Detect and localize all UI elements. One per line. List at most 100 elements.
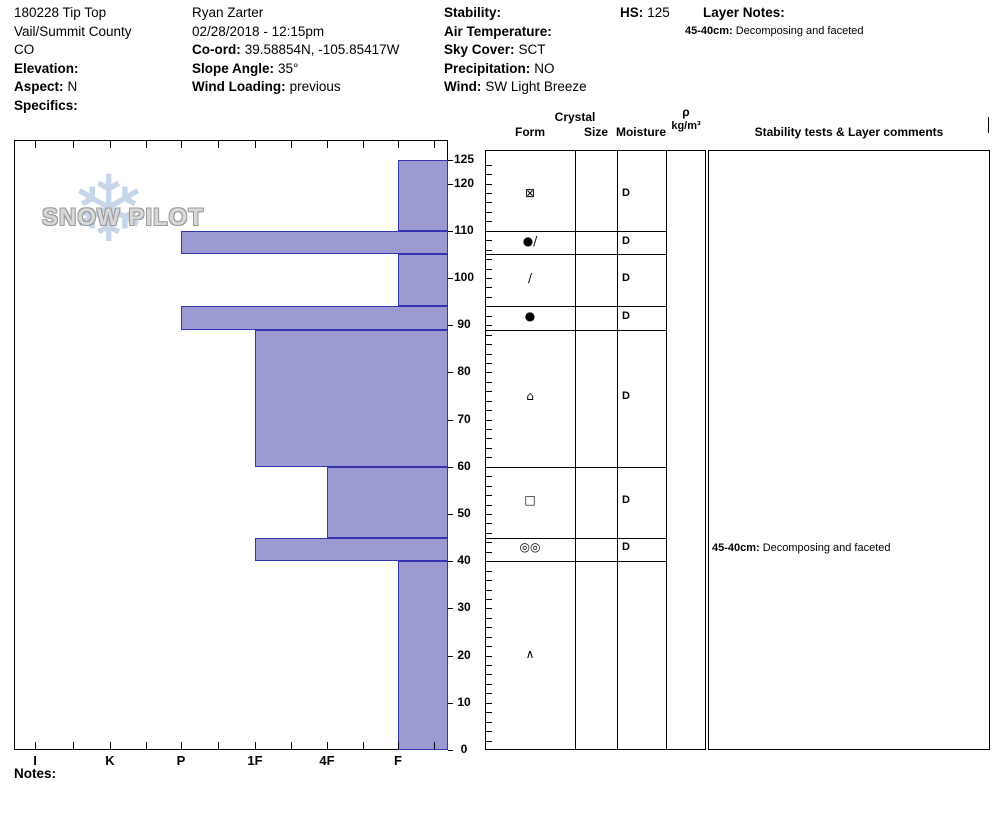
form-depth-tick — [486, 381, 492, 383]
hardness-axis-tick-bottom — [145, 742, 147, 749]
form-depth-tick — [486, 457, 492, 459]
moisture-value: D — [622, 187, 630, 200]
hardness-axis-tick-bottom — [255, 742, 256, 749]
depth-tick-label: 40 — [457, 553, 471, 568]
hardness-axis-tick-bottom — [434, 742, 435, 749]
depth-tick-label: 70 — [457, 411, 471, 426]
depth-tick — [448, 325, 453, 327]
grain-form-symbol: / — [527, 271, 533, 286]
air-temp-row: Air Temperature: — [444, 23, 587, 42]
hardness-axis-tick-top — [362, 141, 364, 148]
hardness-axis-tick-top — [255, 141, 256, 148]
form-depth-tick — [486, 240, 492, 242]
form-depth-tick — [486, 230, 492, 232]
hardness-axis-tick-bottom — [72, 742, 74, 749]
form-depth-tick — [486, 702, 492, 704]
moisture-value: D — [622, 234, 630, 247]
layer-boundary-line — [485, 466, 666, 468]
pit-state: CO — [14, 42, 35, 57]
form-depth-tick — [486, 485, 492, 487]
grain-form-symbol: ⌂ — [526, 389, 534, 404]
hardness-axis-tick-top — [434, 141, 435, 148]
grain-form-symbol: ∧ — [525, 646, 535, 661]
stability-label: Stability: — [444, 5, 502, 20]
form-depth-tick — [486, 249, 492, 251]
specifics-label: Specifics: — [14, 97, 78, 113]
grain-form-symbol: ● — [524, 309, 536, 324]
form-depth-tick — [486, 665, 492, 667]
form-depth-tick — [486, 731, 492, 733]
slope-angle-row: Slope Angle: 35° — [192, 60, 399, 79]
form-depth-tick — [486, 362, 492, 364]
hardness-bar — [398, 254, 448, 307]
form-depth-tick — [486, 655, 492, 657]
layer-table-frame — [485, 150, 706, 750]
hardness-axis-tick-bottom — [35, 742, 36, 749]
depth-tick-label: 30 — [457, 600, 471, 615]
layer-boundary-line — [485, 561, 666, 563]
hardness-axis-tick-top — [218, 141, 219, 148]
wind-row: Wind: SW Light Breeze — [444, 78, 587, 97]
form-depth-tick — [486, 740, 492, 742]
form-depth-tick — [486, 693, 492, 695]
wind-loading-value: previous — [289, 79, 341, 94]
header-layer-notes-block: Layer Notes: — [703, 4, 789, 23]
form-depth-tick — [486, 429, 492, 431]
form-depth-tick — [486, 523, 492, 525]
wind-label: Wind: — [444, 79, 482, 94]
form-depth-tick — [486, 683, 492, 685]
hardness-axis-tick-bottom — [362, 742, 364, 749]
form-depth-tick — [486, 551, 492, 553]
depth-tick-label: 80 — [457, 364, 471, 379]
form-depth-tick — [486, 608, 492, 610]
form-depth-tick — [486, 400, 492, 402]
hardness-bar — [398, 160, 448, 231]
moisture-value: D — [622, 390, 630, 403]
header-right-tick — [988, 117, 989, 133]
form-depth-tick — [486, 570, 492, 572]
depth-tick — [448, 514, 453, 515]
precipitation-value: NO — [534, 60, 555, 76]
aspect-label: Aspect: — [14, 79, 64, 94]
depth-tick-label: 90 — [457, 317, 471, 332]
hardness-axis-tick-bottom — [181, 742, 182, 749]
form-depth-tick — [486, 211, 492, 213]
form-depth-tick — [486, 580, 492, 582]
sky-cover-row: Sky Cover: SCT — [444, 41, 587, 60]
crystal-header: Crystal — [554, 110, 596, 124]
form-depth-tick — [486, 636, 492, 638]
hardness-axis-tick-top — [327, 141, 328, 148]
depth-tick-label: 0 — [460, 742, 468, 756]
form-depth-tick — [486, 183, 492, 185]
grain-form-symbol: ⊠ — [524, 186, 536, 201]
hardness-tick-label: F — [394, 753, 402, 768]
form-depth-tick — [486, 391, 492, 393]
wind-loading-label: Wind Loading: — [192, 79, 286, 94]
hardness-axis-tick-bottom — [110, 742, 111, 749]
hardness-tick-label: P — [176, 753, 186, 768]
hardness-bar — [398, 561, 448, 750]
hardness-bar — [255, 329, 448, 467]
stability-row: Stability: — [444, 4, 587, 23]
form-depth-tick — [486, 561, 492, 563]
header-observer-block: Ryan Zarter 02/28/2018 - 12:15pm Co-ord:… — [192, 4, 399, 97]
form-depth-tick — [486, 259, 492, 261]
depth-tick-label: 20 — [457, 647, 471, 662]
depth-tick — [448, 702, 453, 704]
hardness-axis-tick-bottom — [291, 742, 292, 749]
form-depth-tick — [486, 542, 492, 544]
form-depth-tick — [486, 419, 492, 421]
sky-cover-value: SCT — [518, 42, 546, 57]
header-hs-block: HS: 125 — [620, 4, 670, 23]
elevation-row: Elevation: — [14, 60, 132, 79]
hs-value: 125 — [647, 5, 670, 20]
grain-form-symbol: □ — [524, 493, 536, 508]
form-depth-tick — [486, 674, 492, 676]
depth-tick — [448, 655, 453, 657]
hardness-axis-tick-bottom — [218, 742, 219, 749]
wind-value: SW Light Breeze — [485, 79, 587, 94]
moisture-value: D — [622, 310, 630, 323]
pit-region: Vail/Summit County — [14, 23, 132, 39]
form-depth-tick — [486, 617, 492, 619]
layer-boundary-line — [485, 537, 666, 539]
